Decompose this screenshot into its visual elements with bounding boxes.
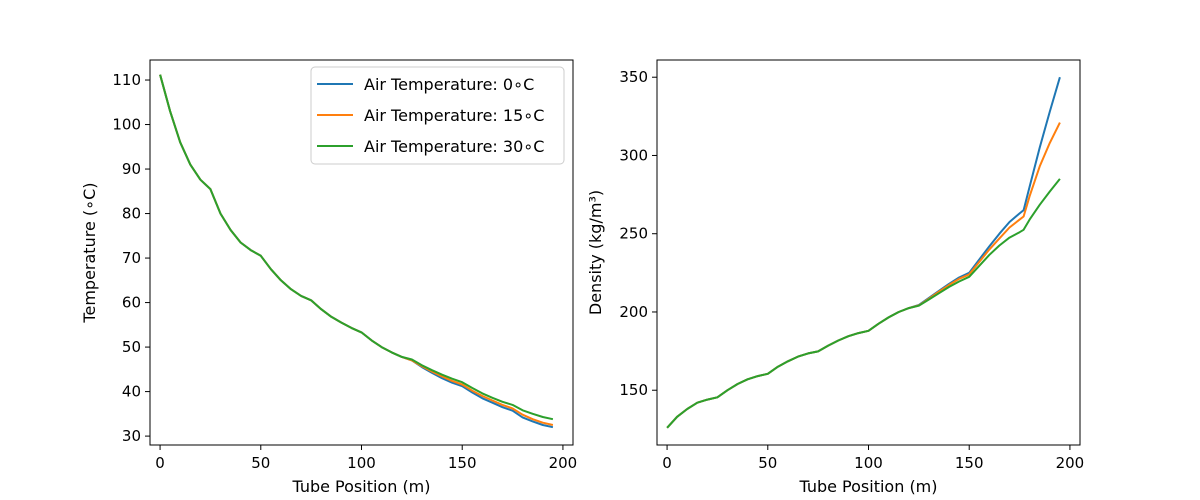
density-y-tick-label-1: 200 <box>619 303 648 321</box>
legend-label-0c: Air Temperature: 0∘C <box>364 75 534 94</box>
temperature-x-axis-label: Tube Position (m) <box>291 477 430 496</box>
density-y-tick-label-3: 300 <box>619 146 648 164</box>
density-x-tick-label-1: 50 <box>758 454 777 472</box>
temperature-x-tick-label-2: 100 <box>347 454 376 472</box>
density-x-tick-label-4: 200 <box>1056 454 1085 472</box>
legend: Air Temperature: 0∘C Air Temperature: 15… <box>310 66 565 165</box>
temperature-y-tick-label-4: 70 <box>122 249 141 267</box>
density-x-tick-label-0: 0 <box>662 454 672 472</box>
legend-label-30c: Air Temperature: 30∘C <box>364 137 544 156</box>
density-x-tick-label-2: 100 <box>854 454 883 472</box>
temperature-series-line-2 <box>159 74 554 421</box>
temperature-y-tick-label-0: 30 <box>122 427 141 445</box>
legend-label-15c: Air Temperature: 15∘C <box>364 106 544 125</box>
temperature-x-tick-label-3: 150 <box>448 454 477 472</box>
density-series-line-2 <box>666 178 1061 429</box>
temperature-chart: 0 50 100 150 200 30 40 50 60 70 80 90 100 110 Tube Po… <box>80 59 577 496</box>
density-y-tick-label-2: 250 <box>619 225 648 243</box>
temperature-x-tick-label-1: 50 <box>251 454 270 472</box>
temperature-x-tick-label-4: 200 <box>549 454 578 472</box>
temperature-y-axis-label: Temperature (∘C) <box>80 182 99 323</box>
density-chart: 0 50 100 150 200 150 200 250 300 350 Tube Positio… <box>586 59 1084 496</box>
legend-box <box>310 66 565 165</box>
temperature-y-tick-label-1: 40 <box>122 383 141 401</box>
density-ticks: 0 50 100 150 200 150 200 250 300 350 <box>619 68 1084 472</box>
temperature-y-tick-label-7: 100 <box>112 116 141 134</box>
temperature-series-layer <box>159 74 554 429</box>
density-y-tick-label-4: 350 <box>619 68 648 86</box>
density-y-axis-label: Density (kg/m³) <box>586 190 605 315</box>
temperature-y-tick-label-3: 60 <box>122 294 141 312</box>
density-y-tick-label-0: 150 <box>619 381 648 399</box>
temperature-y-tick-label-5: 80 <box>122 205 141 223</box>
temperature-x-tick-label-0: 0 <box>155 454 165 472</box>
density-x-tick-label-3: 150 <box>955 454 984 472</box>
temperature-y-tick-label-8: 110 <box>112 71 141 89</box>
temperature-ticks: 0 50 100 150 200 30 40 50 60 70 80 90 100 110 <box>112 71 577 472</box>
temperature-y-tick-label-6: 90 <box>122 160 141 178</box>
temperature-y-tick-label-2: 50 <box>122 338 141 356</box>
density-x-axis-label: Tube Position (m) <box>798 477 937 496</box>
density-series-layer <box>666 76 1061 429</box>
